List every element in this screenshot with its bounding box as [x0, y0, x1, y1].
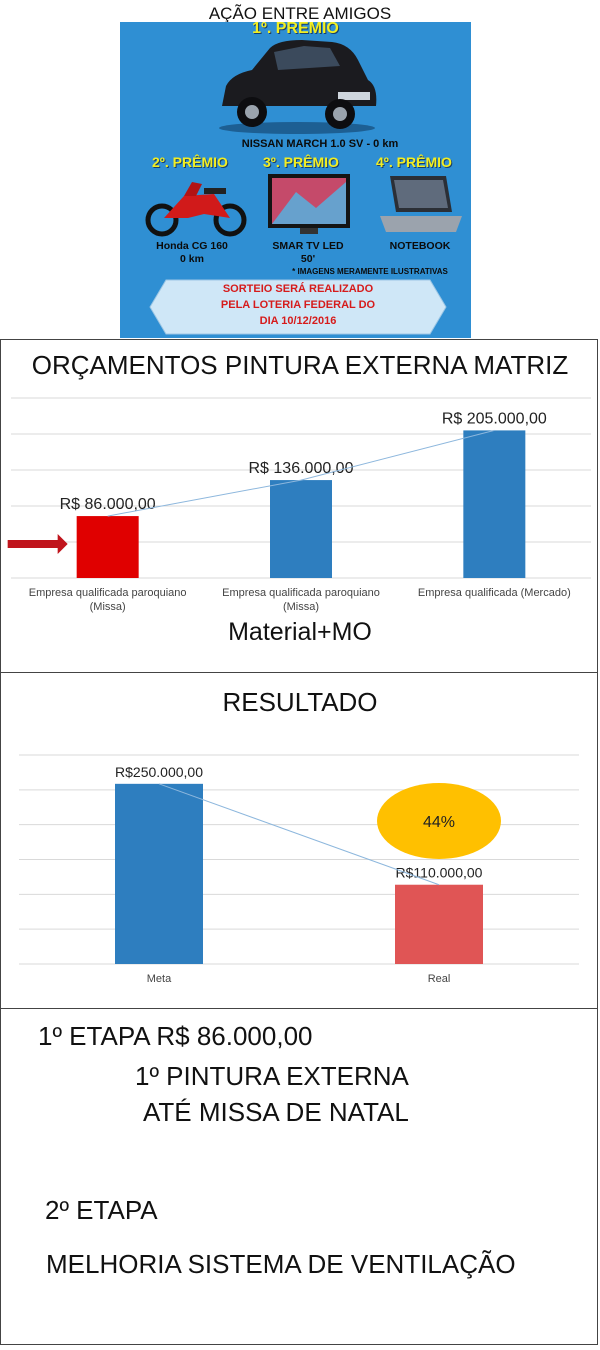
chart-subtitle: Material+MO: [228, 618, 372, 646]
tv-screen-art: [272, 182, 346, 224]
disclaimer: * IMAGENS MERAMENTE ILUSTRATIVAS: [292, 267, 448, 276]
chart-title: RESULTADO: [222, 687, 378, 717]
category-label-1: Empresa qualificada paroquiano: [29, 587, 187, 599]
result-bar-chart: R$250.000,00 Meta R$110.000,00 Real 44%: [19, 754, 579, 985]
category-label-2: (Missa): [283, 601, 319, 613]
notebook-keyboard: [380, 216, 462, 232]
fourth-prize-item: NOTEBOOK: [389, 240, 451, 252]
highlight-arrow: [7, 534, 68, 554]
car-shadow: [219, 122, 375, 134]
tv-image: [268, 174, 350, 234]
percent-badge-text: 44%: [423, 814, 455, 831]
notebook-image: [380, 176, 462, 232]
notes-panel: 1º ETAPA R$ 86.000,00 1º PINTURA EXTERNA…: [0, 1008, 598, 1345]
motorcycle-image: [145, 182, 247, 237]
note-stage-1-deadline: ATÉ MISSA DE NATAL: [143, 1097, 409, 1127]
bar-3: [463, 430, 526, 578]
data-label-2: R$ 136.000,00: [249, 460, 354, 477]
draw-line-1: SORTEIO SERÁ REALIZADO: [222, 283, 374, 295]
car-window: [274, 46, 340, 70]
category-label-3: Empresa qualificada (Mercado): [418, 587, 571, 599]
third-prize-line1: SMAR TV LED: [272, 240, 344, 252]
result-chart-panel: RESULTADO R$250.000,00 Meta R$110.000,00 Re…: [0, 672, 598, 1009]
category-label-2: Empresa qualificada paroquiano: [222, 587, 380, 599]
car-plate: [338, 92, 370, 100]
data-label-2: R$110.000,00: [396, 865, 483, 881]
data-label-3: R$ 205.000,00: [442, 410, 547, 427]
draw-line-3: DIA 10/12/2016: [259, 315, 337, 327]
chart-title: ORÇAMENTOS PINTURA EXTERNA MATRIZ: [31, 350, 569, 380]
raffle-poster: 1º. PREMIO NISSAN MARCH 1.0 SV - 0 km 2º…: [120, 22, 471, 338]
car-hub-front: [245, 105, 259, 119]
data-label-1: R$ 86.000,00: [60, 496, 156, 513]
note-stage-2-detail: MELHORIA SISTEMA DE VENTILAÇÃO: [46, 1249, 516, 1279]
second-prize-label: 2º. PRÊMIO: [152, 154, 228, 170]
car-image: [219, 40, 377, 134]
car-hub-rear: [333, 107, 347, 121]
budget-chart-panel: ORÇAMENTOS PINTURA EXTERNA MATRIZ R$ 86.…: [0, 339, 598, 673]
moto-body: [164, 194, 230, 218]
tv-stand: [300, 228, 318, 234]
notebook-screen: [394, 180, 448, 208]
moto-seat: [204, 188, 226, 194]
fourth-prize-label: 4º. PRÊMIO: [376, 154, 452, 170]
moto-wheel-front: [145, 203, 179, 237]
moto-wheel-rear: [213, 203, 247, 237]
third-prize-label: 3º. PRÊMIO: [263, 154, 339, 170]
bar-2: [395, 884, 483, 964]
first-prize-label: 1º. PREMIO: [252, 22, 339, 37]
car-body: [222, 40, 377, 106]
data-label-1: R$250.000,00: [115, 764, 203, 780]
draw-line-2: PELA LOTERIA FEDERAL DO: [220, 299, 376, 311]
budget-bar-chart: R$ 86.000,00 Empresa qualificada paroquia…: [7, 397, 591, 613]
poster-title: AÇÃO ENTRE AMIGOS: [208, 4, 392, 23]
bar-1: [76, 516, 139, 578]
category-label-2: Real: [428, 973, 451, 985]
bar-1: [115, 783, 203, 964]
draw-banner-shape: [149, 279, 447, 335]
category-label-1: (Missa): [90, 601, 126, 613]
bar-2: [270, 480, 332, 578]
trendline: [158, 783, 440, 886]
note-stage-2: 2º ETAPA: [45, 1195, 158, 1225]
percent-badge: [377, 783, 501, 859]
note-stage-1-detail: 1º PINTURA EXTERNA: [135, 1061, 409, 1091]
third-prize-line2: 50': [300, 253, 316, 265]
category-label-1: Meta: [147, 973, 172, 985]
first-prize-item: NISSAN MARCH 1.0 SV - 0 km: [241, 138, 399, 150]
second-prize-line2: 0 km: [180, 253, 204, 265]
note-stage-1: 1º ETAPA R$ 86.000,00: [38, 1021, 313, 1051]
trendline: [107, 429, 495, 517]
second-prize-line1: Honda CG 160: [156, 240, 228, 252]
moto-tank: [184, 182, 202, 196]
